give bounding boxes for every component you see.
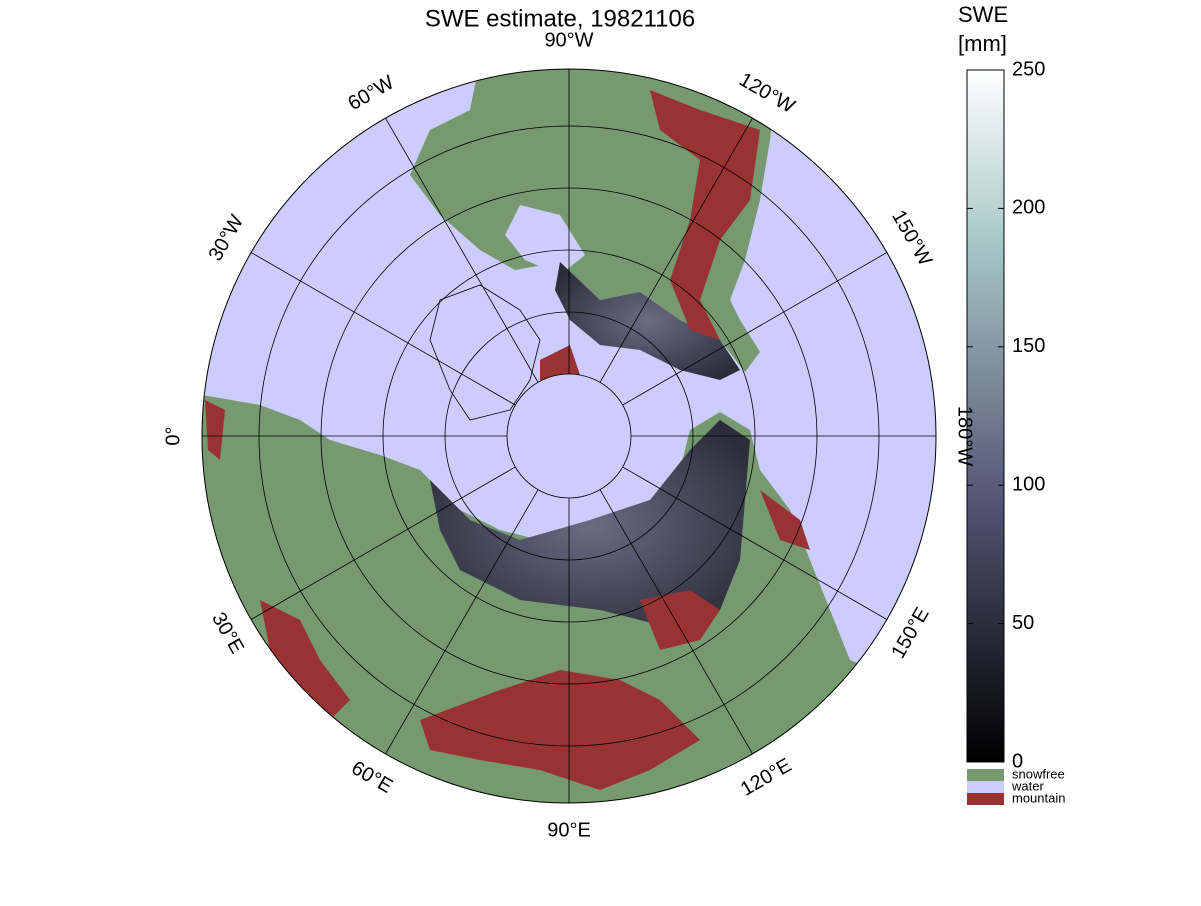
meridian: [599, 489, 753, 755]
longitude-label: 120°W: [735, 69, 798, 118]
colorbar-label: SWE: [958, 2, 1008, 27]
meridian: [622, 252, 888, 406]
legend-swatch: [967, 781, 1004, 793]
colorbar-tick-label: 200: [1012, 197, 1045, 219]
longitude-label: 150°W: [887, 207, 936, 270]
colorbar-tick-label: 50: [1012, 612, 1034, 634]
longitude-label: 0°: [162, 426, 184, 445]
pole-hole: [507, 374, 631, 498]
longitude-label: 30°W: [204, 211, 248, 265]
hudson-bay: [505, 205, 585, 275]
legend-swatch: [967, 769, 1004, 781]
colorbar-tick-label: 0: [1012, 750, 1023, 772]
colorbar-label: [mm]: [958, 31, 1007, 56]
longitude-label: 90°E: [547, 819, 591, 841]
legend-swatch: [967, 793, 1004, 805]
snow-america: [555, 262, 740, 380]
meridian: [385, 489, 539, 755]
legend-label: water: [1011, 778, 1044, 793]
map-body: [202, 69, 936, 803]
colorbar-tick-label: 250: [1012, 58, 1045, 80]
colorbar-tick-label: 100: [1012, 473, 1045, 495]
meridian: [622, 466, 888, 620]
longitude-label: 120°E: [737, 754, 795, 800]
meridian: [250, 466, 516, 620]
map-frame: [201, 68, 937, 804]
legend-label: mountain: [1012, 790, 1065, 805]
mountains: [205, 90, 810, 790]
longitude-label: 150°E: [887, 604, 933, 662]
meridian: [599, 117, 753, 383]
longitude-label: 30°E: [207, 609, 248, 658]
longitude-label: 90°W: [544, 29, 593, 51]
longitude-label: 180°W: [954, 406, 976, 466]
snow-eurasia: [430, 420, 750, 630]
colorbar: [966, 69, 1005, 763]
meridian: [385, 117, 539, 383]
greenland: [429, 284, 541, 421]
colorbar-tick-label: 150: [1012, 335, 1045, 357]
longitude-label: 60°E: [347, 757, 396, 798]
map-title: SWE estimate, 19821106: [425, 5, 695, 32]
graticule: [202, 69, 936, 803]
meridian: [250, 252, 516, 406]
legend-label: snowfree: [1012, 766, 1065, 781]
longitude-label: 60°W: [344, 71, 398, 115]
